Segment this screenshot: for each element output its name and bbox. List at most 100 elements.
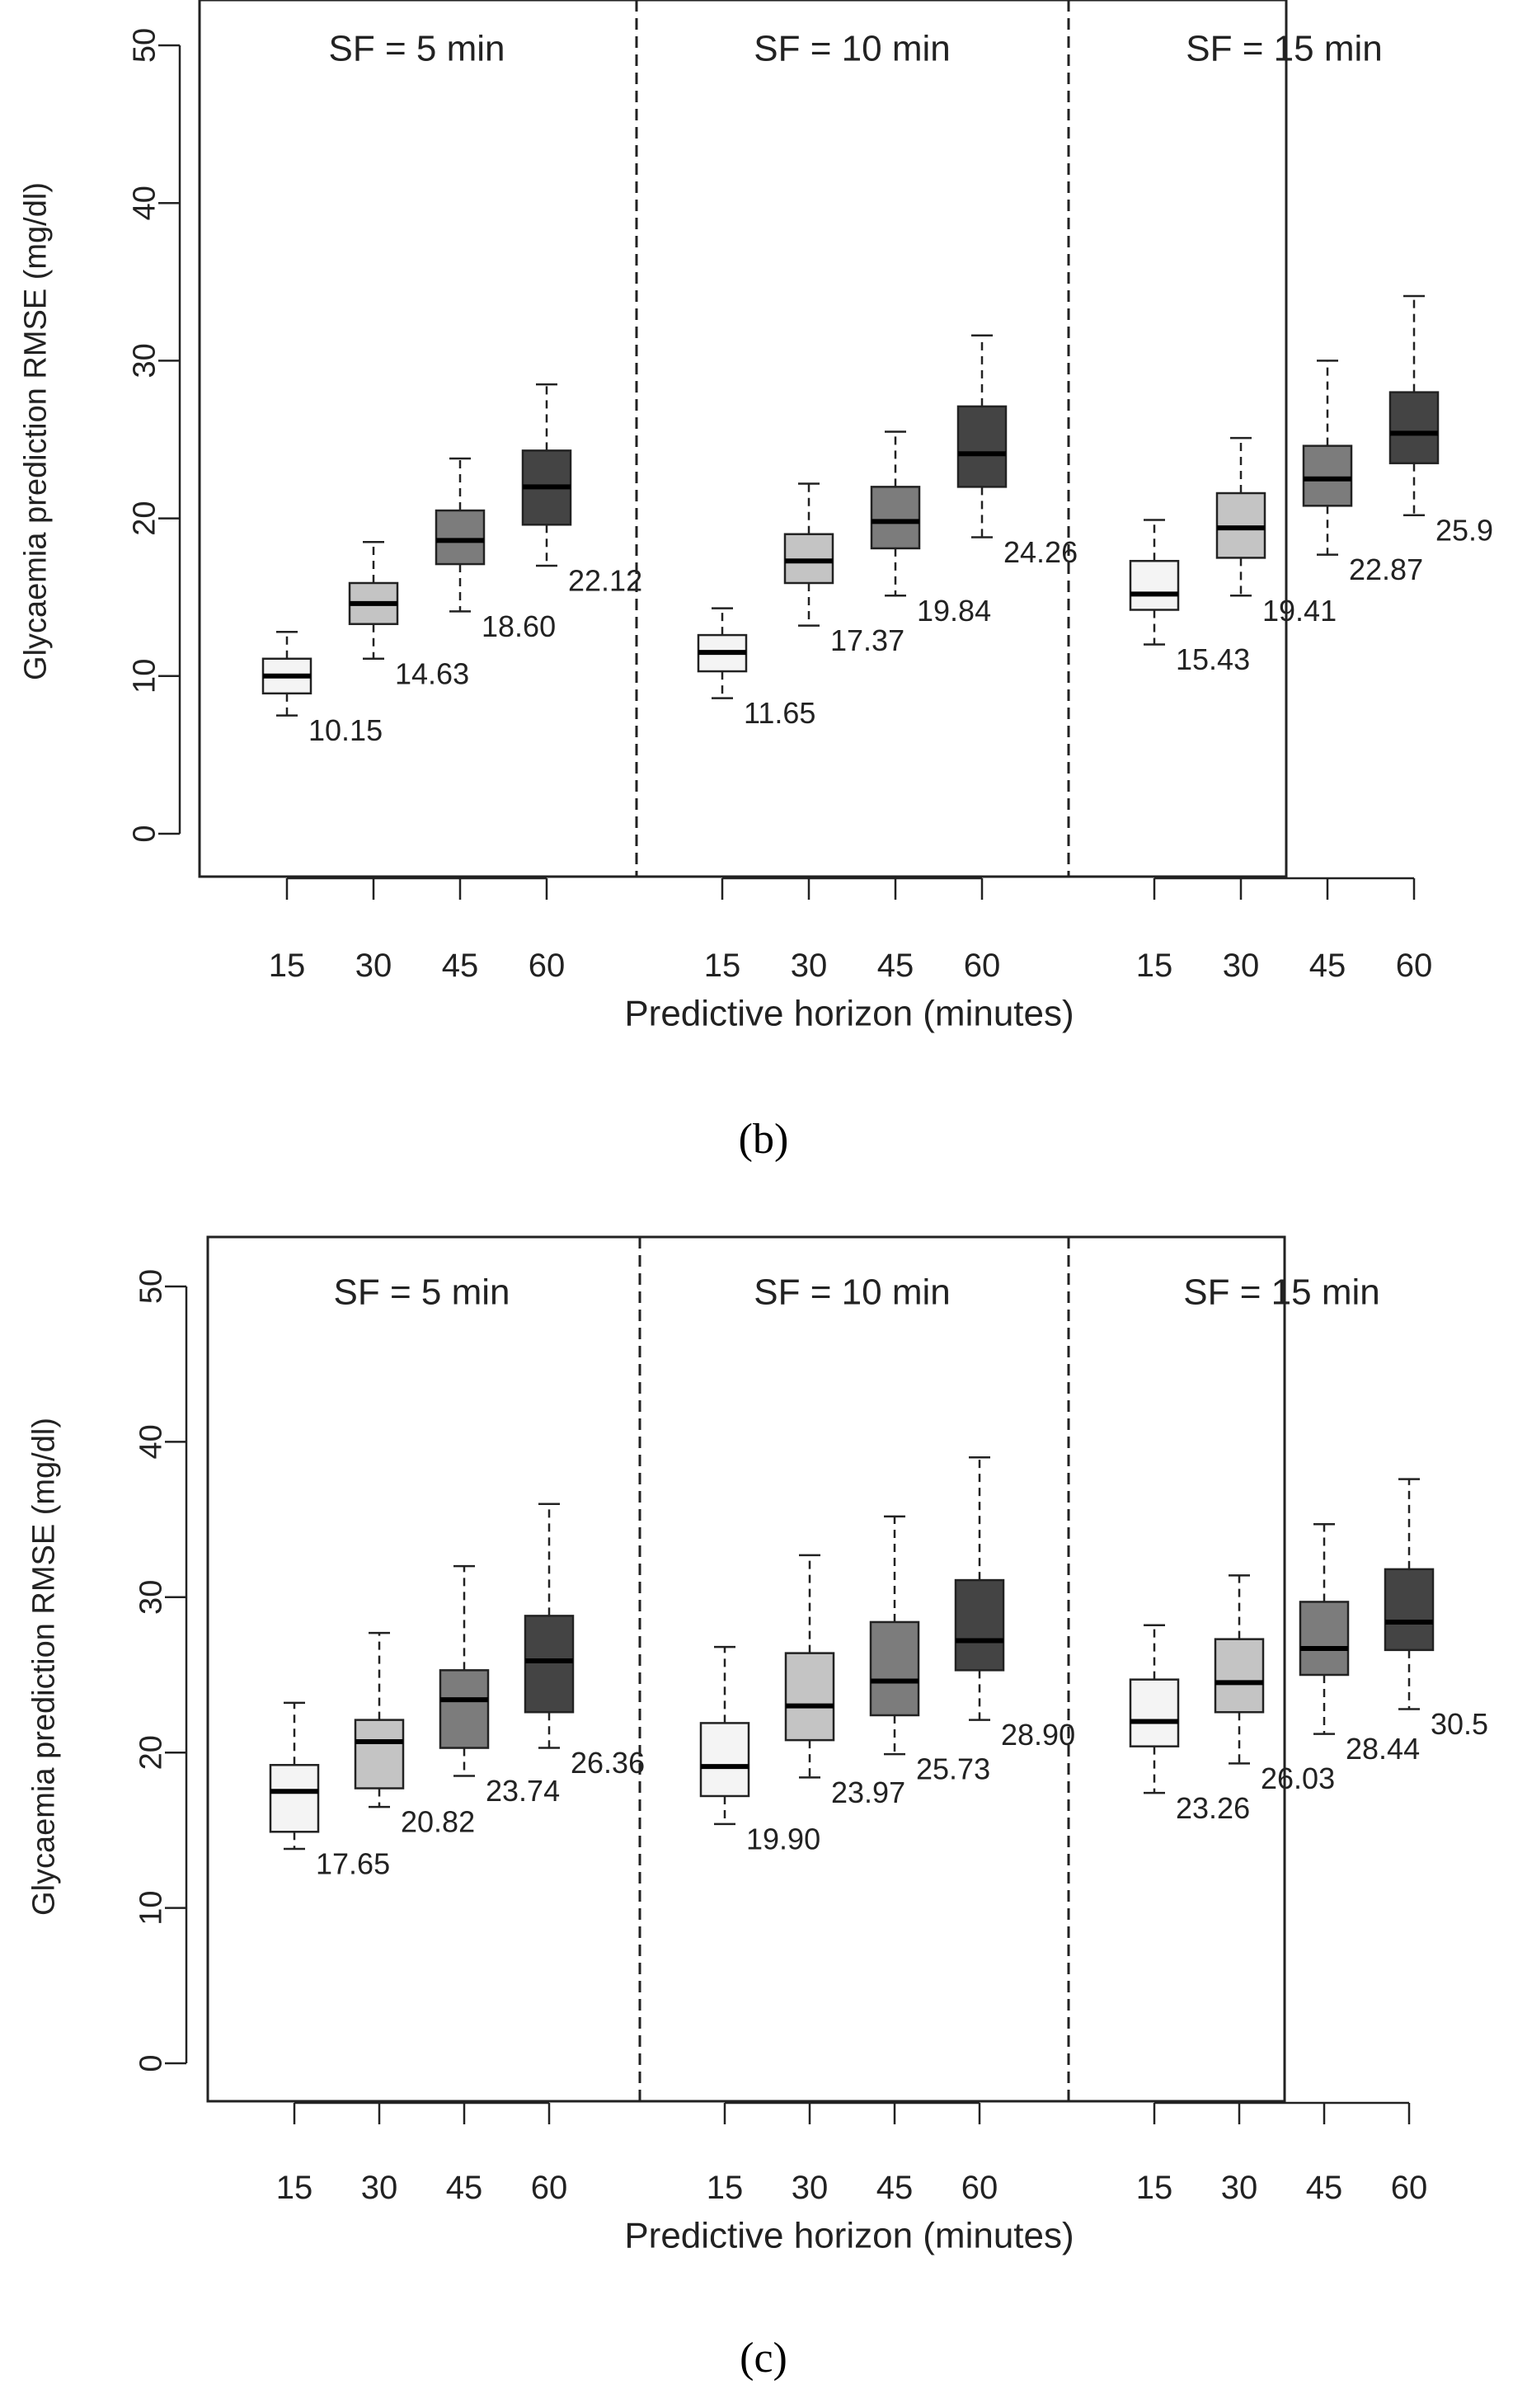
x-axis-title: Predictive horizon (minutes) [624, 993, 1074, 1033]
x-tick-label: 15 [1136, 948, 1173, 984]
x-tick-label: 60 [531, 2170, 568, 2206]
group-title: SF = 10 min [754, 28, 950, 68]
box-60min: 28.90 [954, 1456, 1075, 1752]
iqr-box [954, 1578, 1005, 1672]
box-15min: 19.90 [699, 1645, 820, 1855]
iqr-box [699, 1722, 750, 1798]
box-15min: 23.26 [1129, 1624, 1250, 1825]
data-label: 26.03 [1261, 1761, 1335, 1795]
iqr-box [869, 1620, 920, 1717]
x-tick-label: 30 [1223, 948, 1260, 984]
data-label: 28.44 [1346, 1732, 1420, 1766]
x-tick-label: 45 [876, 2170, 914, 2206]
iqr-box [439, 1669, 490, 1749]
data-label: 17.65 [316, 1847, 390, 1881]
data-label: 23.74 [486, 1774, 560, 1808]
iqr-box [870, 486, 921, 550]
x-tick-label: 60 [1396, 948, 1433, 984]
iqr-box [1214, 1638, 1265, 1714]
plot-frame [198, 0, 1288, 878]
group-title: SF = 10 min [754, 1272, 950, 1312]
x-tick-label: 30 [791, 948, 828, 984]
iqr-box [784, 1652, 835, 1742]
group-title: SF = 15 min [1186, 28, 1382, 68]
y-tick-label: 10 [134, 1890, 168, 1925]
x-tick-label: 15 [707, 2170, 744, 2206]
y-tick-label: 40 [127, 186, 162, 220]
data-label: 26.36 [571, 1746, 645, 1780]
data-label: 25.73 [916, 1752, 990, 1786]
data-label: 10.15 [308, 713, 383, 747]
data-label: 19.41 [1262, 594, 1337, 628]
data-label: 24.26 [1003, 535, 1078, 569]
y-tick-label: 50 [134, 1269, 168, 1304]
box-30min: 14.63 [348, 541, 469, 690]
panel-caption: (c) [740, 2335, 787, 2382]
y-tick-label: 30 [127, 343, 162, 378]
data-label: 18.60 [482, 609, 556, 643]
data-label: 11.65 [744, 696, 815, 730]
iqr-box [1129, 559, 1180, 611]
x-tick-label: 45 [877, 948, 914, 984]
iqr-box [524, 1615, 575, 1714]
box-60min: 24.26 [956, 334, 1078, 569]
box-30min: 17.37 [783, 482, 904, 657]
iqr-box [1299, 1601, 1350, 1677]
x-tick-label: 15 [704, 948, 741, 984]
y-tick-label: 20 [127, 501, 162, 535]
y-tick-label: 0 [134, 2054, 168, 2072]
box-45min: 23.74 [439, 1564, 560, 1808]
iqr-box [269, 1764, 320, 1833]
iqr-box [1388, 391, 1440, 464]
data-label: 17.37 [830, 623, 904, 657]
data-label: 28.90 [1001, 1718, 1075, 1752]
box-45min: 18.60 [435, 457, 556, 643]
x-tick-label: 15 [1136, 2170, 1173, 2206]
box-15min: 10.15 [261, 631, 383, 747]
x-tick-label: 15 [269, 948, 306, 984]
data-label: 22.87 [1349, 553, 1423, 586]
chart-panel-b: 0 10 20 30 40 50 Glycaemia prediction RMSE (mg… [18, 0, 1493, 1163]
x-tick-label: 45 [442, 948, 479, 984]
data-label: 20.82 [401, 1805, 475, 1839]
data-label: 22.12 [568, 564, 642, 598]
y-tick-label: 10 [127, 659, 162, 694]
box-60min: 30.5 [1384, 1478, 1488, 1741]
box-30min: 19.41 [1215, 436, 1337, 628]
x-tick-label: 30 [361, 2170, 398, 2206]
x-tick-label: 45 [1306, 2170, 1343, 2206]
data-label: 19.90 [746, 1822, 820, 1855]
box-60min: 25.9 [1388, 294, 1493, 547]
x-tick-label: 45 [1309, 948, 1346, 984]
y-axis-title: Glycaemia prediction RMSE (mg/dl) [26, 1418, 61, 1916]
data-label: 25.9 [1435, 513, 1493, 547]
box-15min: 15.43 [1129, 519, 1250, 676]
y-tick-label: 40 [134, 1424, 168, 1459]
data-label: 14.63 [395, 656, 469, 690]
iqr-box [435, 509, 486, 566]
chart-panel-c: 0 10 20 30 40 50 Glycaemia prediction RMSE (mg… [26, 1235, 1488, 2382]
y-axis-title: Glycaemia prediction RMSE (mg/dl) [18, 182, 53, 680]
data-label: 19.84 [917, 594, 991, 628]
box-45min: 25.73 [869, 1515, 990, 1786]
box-15min: 17.65 [269, 1701, 390, 1881]
x-tick-label: 60 [961, 2170, 998, 2206]
box-45min: 19.84 [870, 430, 991, 628]
box-45min: 22.87 [1302, 360, 1423, 586]
box-60min: 22.12 [521, 383, 642, 598]
iqr-box [1302, 444, 1353, 507]
box-15min: 11.65 [697, 607, 815, 730]
x-tick-label: 45 [446, 2170, 483, 2206]
group-title: SF = 5 min [329, 28, 505, 68]
data-label: 30.5 [1431, 1707, 1488, 1741]
data-label: 23.26 [1176, 1791, 1250, 1825]
iqr-box [1384, 1568, 1435, 1652]
iqr-box [956, 405, 1008, 488]
y-tick-label: 20 [134, 1735, 168, 1770]
iqr-box [354, 1719, 405, 1790]
x-axis-title: Predictive horizon (minutes) [624, 2215, 1074, 2255]
plot-frame [206, 1235, 1286, 2103]
x-tick-label: 60 [964, 948, 1001, 984]
group-title: SF = 15 min [1183, 1272, 1379, 1312]
